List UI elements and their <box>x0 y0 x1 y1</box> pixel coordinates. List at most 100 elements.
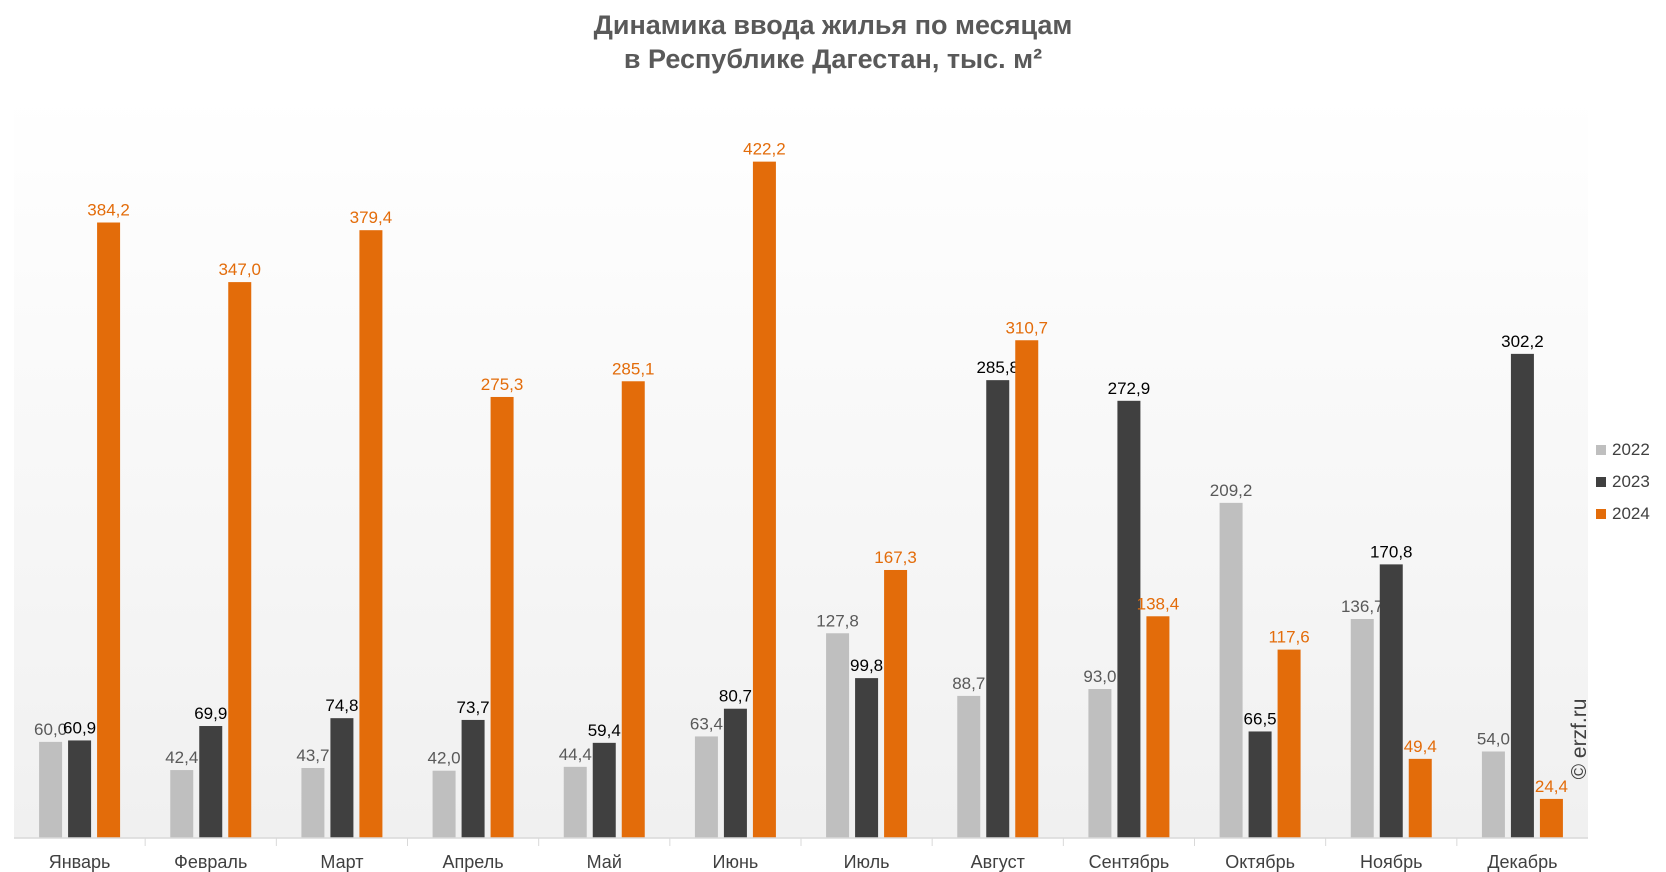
data-label-2024-Июнь: 422,2 <box>743 140 786 159</box>
data-label-2024-Декабрь: 24,4 <box>1535 777 1568 796</box>
data-label-2024-Январь: 384,2 <box>87 201 130 220</box>
bar-2022-Июнь <box>694 736 718 838</box>
data-label-2023-Июнь: 80,7 <box>719 687 752 706</box>
bar-2023-Июль <box>855 678 879 838</box>
data-label-2022-Апрель: 42,0 <box>428 749 461 768</box>
legend-swatch <box>1596 509 1606 519</box>
legend-item-2024: 2024 <box>1596 498 1650 530</box>
bar-2023-Апрель <box>461 719 485 838</box>
chart-title: Динамика ввода жилья по месяцам в Респуб… <box>0 8 1666 76</box>
legend-label: 2022 <box>1612 440 1650 459</box>
bar-2024-Ноябрь <box>1408 758 1432 838</box>
data-label-2022-Февраль: 42,4 <box>165 748 198 767</box>
bar-2023-Февраль <box>199 726 223 838</box>
bar-2023-Сентябрь <box>1117 400 1141 838</box>
legend-swatch <box>1596 445 1606 455</box>
data-label-2023-Октябрь: 66,5 <box>1244 709 1277 728</box>
data-label-2022-Ноябрь: 136,7 <box>1341 597 1384 616</box>
bar-2022-Январь <box>39 741 63 838</box>
bar-2024-Февраль <box>228 282 252 839</box>
bar-2024-Октябрь <box>1277 649 1301 838</box>
legend-item-2022: 2022 <box>1596 434 1650 466</box>
data-label-2022-Май: 44,4 <box>559 745 592 764</box>
bar-2023-Октябрь <box>1248 731 1272 838</box>
data-label-2023-Ноябрь: 170,8 <box>1370 542 1413 561</box>
x-tick-label: Февраль <box>174 852 247 872</box>
bar-2022-Ноябрь <box>1350 619 1374 838</box>
data-label-2023-Март: 74,8 <box>325 696 358 715</box>
bar-2022-Апрель <box>432 770 456 838</box>
bar-2022-Август <box>957 695 981 838</box>
x-tick-label: Октябрь <box>1225 852 1295 872</box>
legend-label: 2024 <box>1612 504 1650 523</box>
bar-2024-Май <box>621 381 645 838</box>
data-label-2024-Сентябрь: 138,4 <box>1137 594 1180 613</box>
legend-swatch <box>1596 477 1606 487</box>
bar-2023-Май <box>592 742 616 838</box>
data-label-2022-Октябрь: 209,2 <box>1210 481 1253 500</box>
data-label-2023-Август: 285,8 <box>976 358 1019 377</box>
bar-2024-Декабрь <box>1539 798 1563 838</box>
data-label-2023-Май: 59,4 <box>588 721 621 740</box>
bar-2023-Март <box>330 718 354 838</box>
data-label-2023-Февраль: 69,9 <box>194 704 227 723</box>
data-label-2022-Март: 43,7 <box>296 746 329 765</box>
x-tick-label: Март <box>320 852 363 872</box>
x-tick-label: Январь <box>49 852 111 872</box>
data-label-2022-Август: 88,7 <box>952 674 985 693</box>
bar-2023-Август <box>986 380 1010 838</box>
data-label-2024-Июль: 167,3 <box>874 548 917 567</box>
data-label-2024-Май: 285,1 <box>612 359 655 378</box>
data-label-2024-Апрель: 275,3 <box>481 375 524 394</box>
data-label-2023-Декабрь: 302,2 <box>1501 332 1544 351</box>
bar-2022-Июль <box>826 633 850 838</box>
data-label-2024-Март: 379,4 <box>350 208 393 227</box>
bar-2024-Март <box>359 230 383 839</box>
x-tick-label: Июль <box>844 852 890 872</box>
chart-title-line-1: Динамика ввода жилья по месяцам <box>593 10 1073 40</box>
bar-2023-Декабрь <box>1510 353 1534 838</box>
data-label-2022-Декабрь: 54,0 <box>1477 729 1510 748</box>
bar-2024-Август <box>1015 340 1039 838</box>
data-label-2022-Июнь: 63,4 <box>690 714 723 733</box>
data-label-2024-Август: 310,7 <box>1005 318 1048 337</box>
data-label-2023-Июль: 99,8 <box>850 656 883 675</box>
x-tick-label: Декабрь <box>1487 852 1557 872</box>
bar-2024-Июль <box>884 569 908 838</box>
x-tick-label: Сентябрь <box>1089 852 1170 872</box>
bar-2022-Март <box>301 767 325 838</box>
bar-2022-Май <box>563 766 587 838</box>
bar-2024-Январь <box>97 222 121 838</box>
data-label-2022-Январь: 60,0 <box>34 720 67 739</box>
data-label-2022-Сентябрь: 93,0 <box>1083 667 1116 686</box>
x-tick-label: Май <box>587 852 622 872</box>
bar-2024-Апрель <box>490 396 514 838</box>
data-label-2024-Октябрь: 117,6 <box>1268 628 1309 647</box>
x-tick-label: Ноябрь <box>1360 852 1422 872</box>
x-tick-label: Апрель <box>443 852 504 872</box>
legend-label: 2023 <box>1612 472 1650 491</box>
data-label-2023-Сентябрь: 272,9 <box>1108 379 1151 398</box>
bar-2022-Декабрь <box>1481 751 1505 838</box>
plot-area <box>14 95 1588 838</box>
bar-2022-Февраль <box>170 770 194 838</box>
bar-2023-Ноябрь <box>1379 564 1403 838</box>
bar-2022-Октябрь <box>1219 502 1243 838</box>
bar-2024-Сентябрь <box>1146 616 1170 838</box>
bar-2023-Январь <box>68 740 92 838</box>
watermark: © erzf.ru <box>1568 698 1591 780</box>
data-label-2024-Ноябрь: 49,4 <box>1404 737 1437 756</box>
data-label-2022-Июль: 127,8 <box>816 611 859 630</box>
bar-2023-Июнь <box>723 708 747 838</box>
legend-item-2023: 2023 <box>1596 466 1650 498</box>
x-tick-label: Июнь <box>713 852 759 872</box>
bar-2024-Июнь <box>752 161 776 838</box>
bar-2022-Сентябрь <box>1088 689 1112 838</box>
chart-legend: 2022 2023 2024 <box>1596 434 1650 530</box>
data-label-2023-Январь: 60,9 <box>63 718 96 737</box>
chart-title-line-2: в Республике Дагестан, тыс. м² <box>623 44 1043 74</box>
x-tick-label: Август <box>971 852 1025 872</box>
data-label-2023-Апрель: 73,7 <box>457 698 490 717</box>
data-label-2024-Февраль: 347,0 <box>218 260 261 279</box>
